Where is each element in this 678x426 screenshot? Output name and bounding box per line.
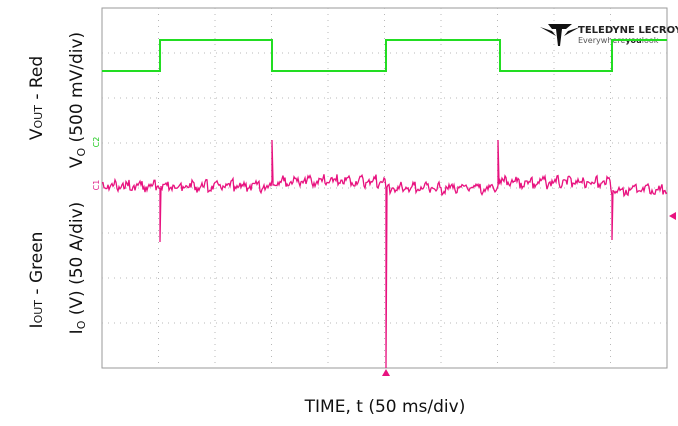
green-trace	[102, 39, 667, 72]
label-part: - Green	[27, 232, 47, 300]
label-sub: OUT	[32, 300, 45, 324]
channel-marker: C2	[92, 137, 101, 148]
iout-label: IOUT - Green	[27, 232, 47, 329]
label-sub: O	[75, 320, 88, 329]
label-part: I	[67, 329, 87, 334]
label-part: (500 mV/div)	[67, 32, 87, 148]
logo-icon	[548, 24, 572, 46]
label-part: V	[67, 156, 87, 168]
label-part: - Red	[27, 56, 47, 105]
tag-part: Everywhere	[578, 36, 625, 45]
logo-wings	[540, 27, 580, 36]
vout-label: VOUT - Red	[27, 56, 47, 140]
label-part: V	[27, 128, 47, 140]
label-part: I	[27, 323, 47, 328]
vo-label: VO (500 mV/div)	[67, 32, 88, 168]
io-label: IO (V) (50 A/div)	[67, 202, 88, 335]
logo-name: TELEDYNE LECROY	[578, 25, 678, 36]
magenta-trace	[101, 139, 668, 369]
time-label: TIME, t (50 ms/div)	[304, 397, 466, 417]
label-part: (V) (50 A/div)	[67, 202, 87, 321]
channel-marker: C1	[92, 180, 101, 191]
label-sub: O	[75, 148, 88, 157]
trigger-marker	[382, 369, 390, 376]
label-sub: OUT	[32, 105, 45, 129]
level-marker	[669, 212, 676, 220]
